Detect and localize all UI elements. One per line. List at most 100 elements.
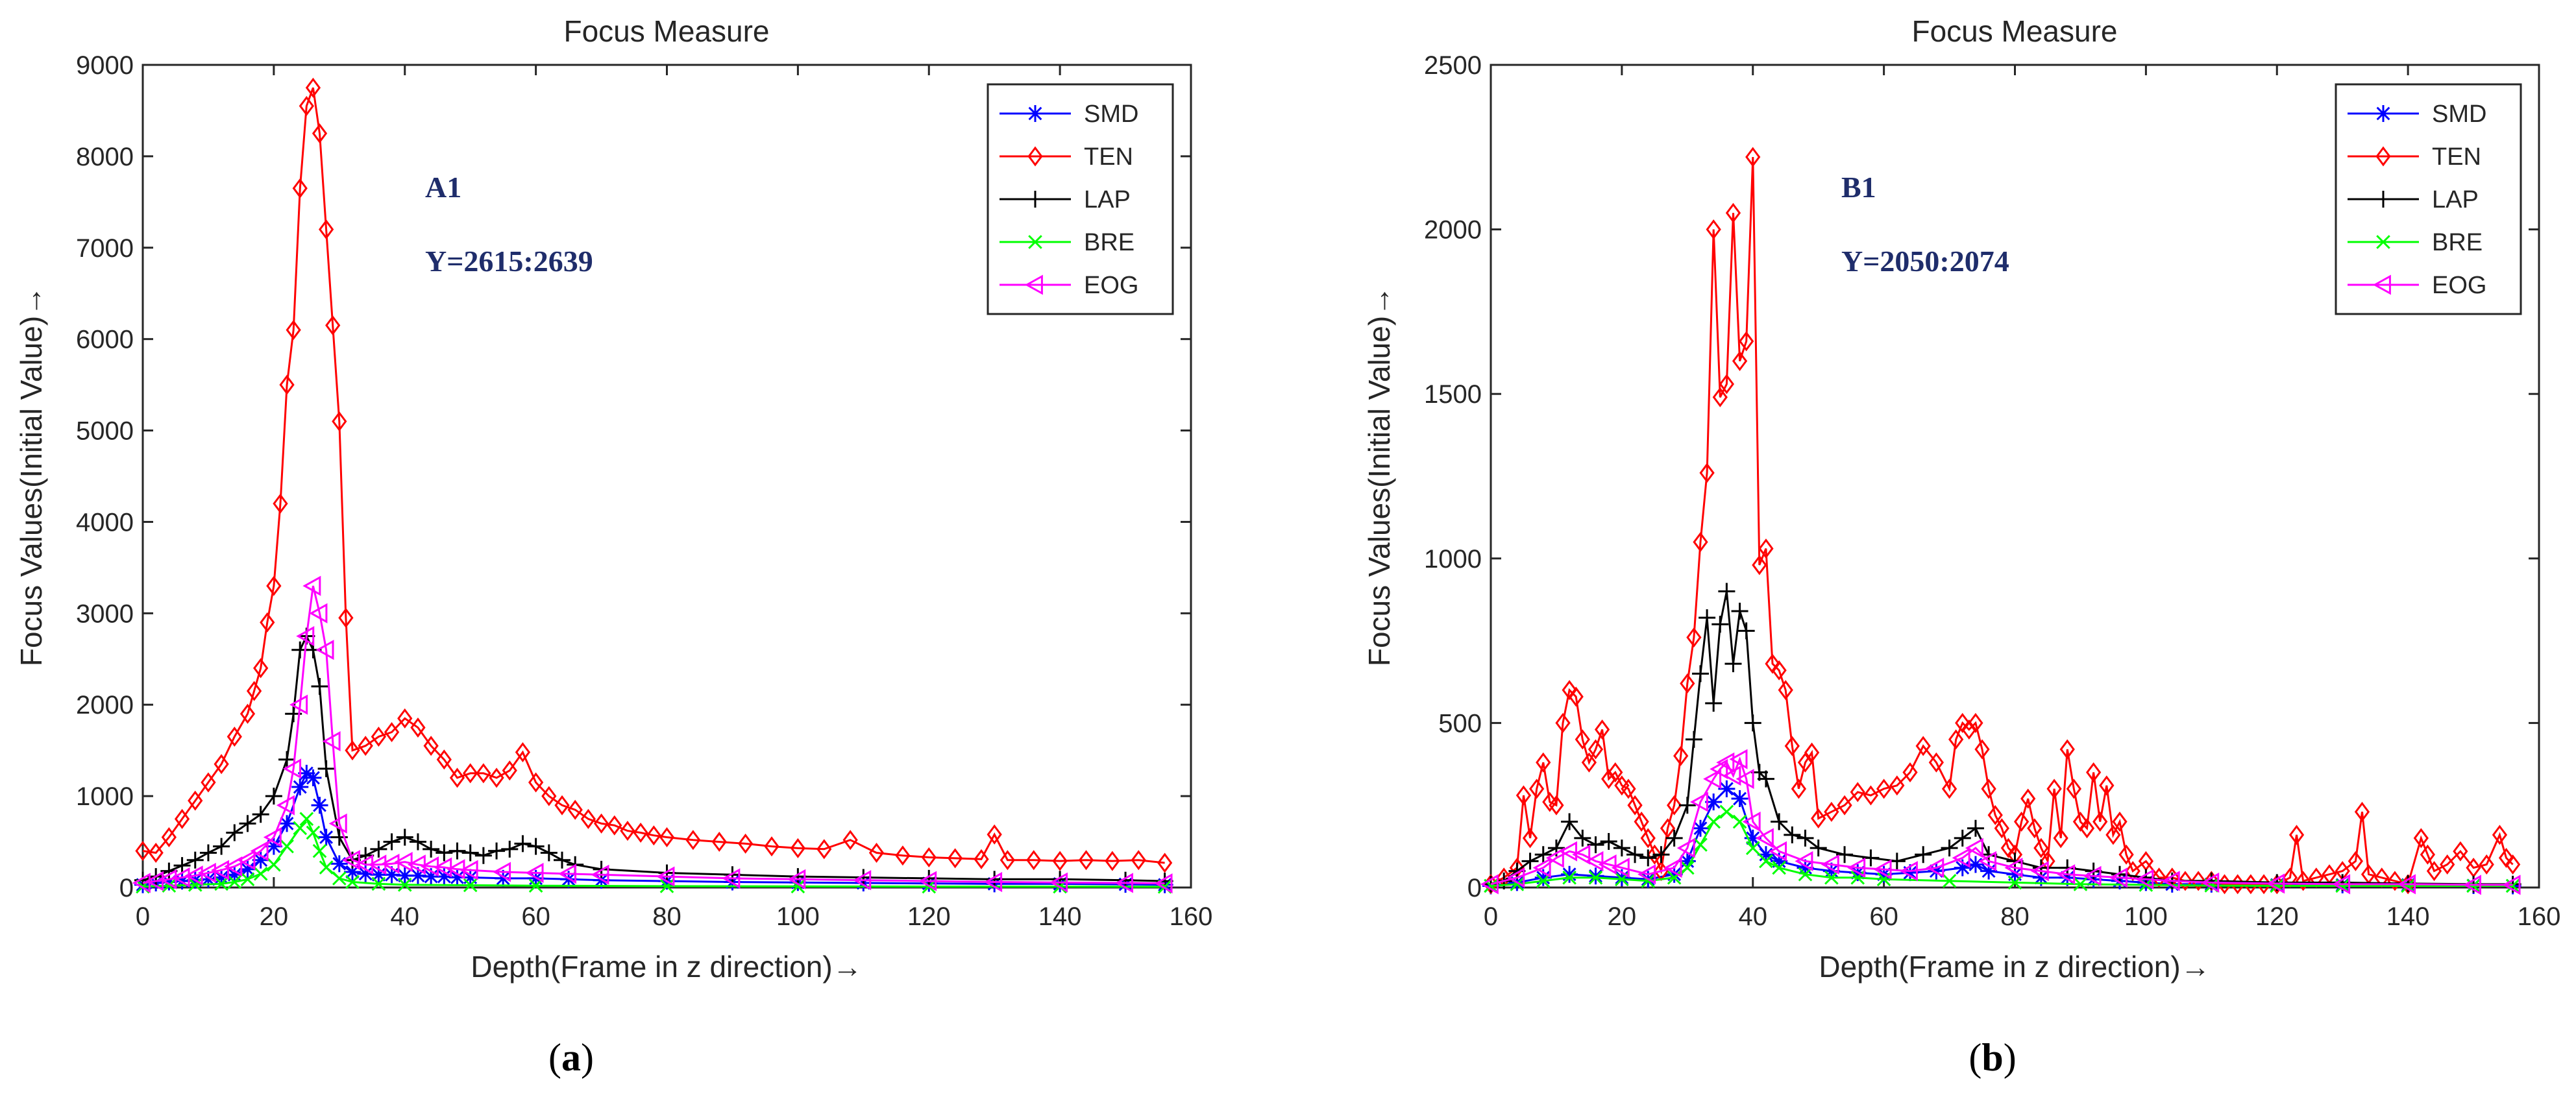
data-point — [2453, 841, 2468, 862]
legend-entry-bre: BRE — [1000, 229, 1135, 256]
data-point — [298, 764, 315, 782]
data-point — [591, 864, 609, 885]
data-point — [1587, 867, 1604, 885]
legend-label: TEN — [2432, 143, 2481, 171]
data-point — [383, 833, 400, 851]
data-point — [1678, 797, 1696, 814]
data-point — [1536, 752, 1551, 773]
data-point — [174, 808, 190, 829]
data-point — [918, 871, 937, 891]
annotation-label: B1 — [1841, 171, 1876, 204]
data-point — [317, 760, 335, 777]
data-point — [2020, 788, 2036, 809]
data-point — [974, 849, 989, 869]
legend-marker — [2372, 274, 2391, 295]
data-point — [311, 797, 328, 814]
data-point — [2135, 869, 2154, 889]
data-point — [311, 678, 328, 695]
series-eog — [1480, 749, 2521, 895]
data-point — [738, 833, 754, 854]
data-point — [1719, 374, 1734, 394]
legend-entry-ten: TEN — [1000, 143, 1133, 171]
data-point — [1522, 828, 1538, 849]
data-point — [461, 869, 479, 886]
y-tick-label: 2500 — [1424, 51, 1482, 80]
data-point — [1673, 745, 1689, 766]
data-point — [460, 860, 478, 880]
data-point — [328, 813, 347, 834]
data-point — [2332, 874, 2351, 895]
data-point — [312, 843, 327, 858]
data-point — [2266, 873, 2285, 894]
data-point — [358, 736, 373, 756]
data-point — [1561, 865, 1578, 883]
data-point — [2006, 865, 2024, 883]
data-point — [1915, 846, 1932, 863]
data-point — [1667, 870, 1682, 885]
data-point — [1692, 665, 1709, 682]
data-point — [371, 876, 386, 891]
data-point — [2440, 854, 2455, 875]
x-tick-label: 20 — [260, 902, 289, 931]
legend: SMD TEN LAP BRE EOG — [2335, 83, 2522, 315]
legend-entry-eog: EOG — [2348, 272, 2486, 299]
data-point — [2118, 844, 2134, 865]
legend-entry-lap: LAP — [1000, 186, 1131, 213]
data-point — [449, 767, 465, 788]
data-point — [325, 315, 341, 336]
data-point — [1627, 795, 1643, 815]
data-point — [2348, 851, 2363, 871]
data-point — [1942, 874, 1957, 888]
legend-entry-smd: SMD — [2348, 101, 2486, 128]
data-point — [1534, 846, 1552, 863]
x-tick-label: 0 — [1484, 902, 1498, 931]
data-point — [2073, 877, 2088, 891]
data-point — [593, 813, 609, 834]
data-point — [1613, 869, 1630, 886]
data-point — [305, 77, 321, 98]
data-point — [436, 749, 452, 770]
data-point — [286, 320, 301, 341]
series-layer — [1480, 147, 2521, 895]
data-point — [489, 767, 504, 788]
data-point — [463, 763, 478, 784]
data-point — [148, 842, 164, 863]
y-tick-label: 0 — [1467, 874, 1482, 902]
data-point — [1889, 775, 1905, 796]
data-point — [338, 607, 354, 628]
data-point — [1980, 862, 1998, 880]
y-tick-label: 6000 — [76, 326, 134, 354]
data-point — [2462, 875, 2481, 895]
series-layer — [132, 77, 1173, 894]
data-point — [279, 374, 295, 395]
data-point — [868, 842, 885, 863]
data-point — [2079, 818, 2095, 839]
data-point — [383, 866, 400, 884]
data-point — [1706, 814, 1721, 829]
series-eog — [132, 575, 1173, 894]
data-point — [1948, 729, 1964, 750]
data-point — [1562, 870, 1576, 885]
legend-label: BRE — [1084, 229, 1135, 256]
data-point — [1716, 752, 1735, 773]
data-point — [1915, 736, 1931, 756]
data-point — [659, 879, 674, 893]
data-point — [1952, 847, 1970, 868]
data-point — [1928, 862, 1945, 880]
data-point — [2033, 838, 2049, 858]
data-point — [987, 824, 1002, 845]
data-point — [1532, 858, 1551, 878]
data-point — [921, 847, 937, 868]
data-point — [1809, 839, 1827, 857]
legend-entry-smd: SMD — [1000, 101, 1138, 128]
data-point — [188, 790, 203, 811]
data-point — [278, 815, 296, 832]
legend-marker — [2375, 146, 2391, 167]
data-point — [1154, 873, 1173, 894]
data-point — [1678, 852, 1696, 870]
data-point — [1026, 850, 1042, 871]
data-point — [227, 727, 242, 747]
data-point — [1718, 780, 1736, 797]
data-point — [1585, 851, 1604, 871]
legend-marker — [1027, 105, 1044, 122]
